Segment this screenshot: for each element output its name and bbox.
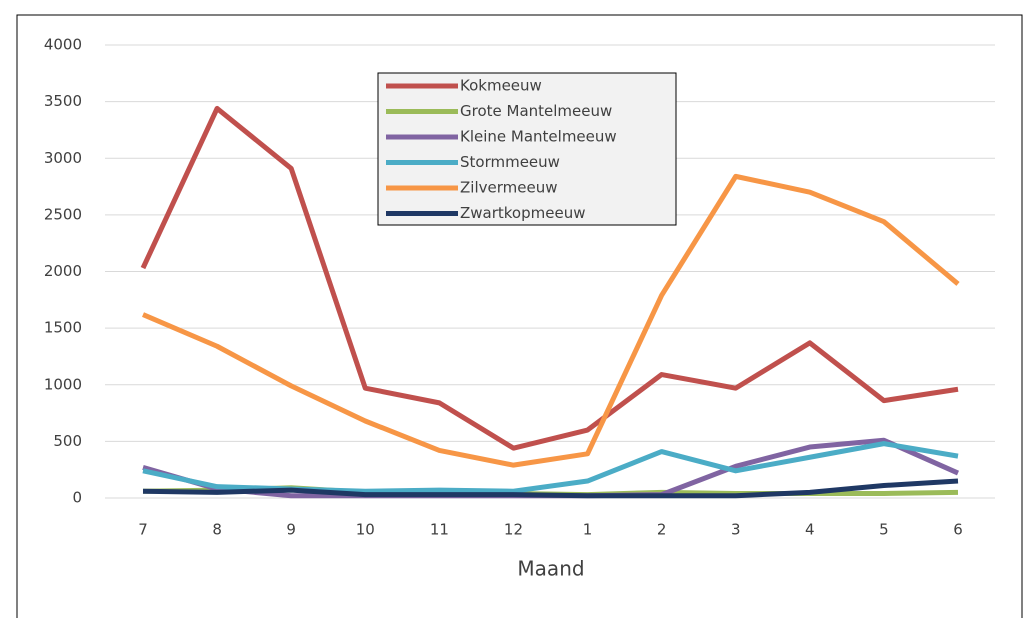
y-tick-label: 1000 <box>44 375 82 393</box>
x-tick-label: 9 <box>286 521 296 539</box>
y-tick-label: 2000 <box>44 262 82 280</box>
x-tick-label: 7 <box>138 521 148 539</box>
y-tick-label: 2500 <box>44 205 82 223</box>
x-tick-label: 8 <box>212 521 222 539</box>
x-tick-label: 11 <box>430 521 449 539</box>
series-line <box>142 478 959 499</box>
x-axis-label: Maand <box>517 557 584 581</box>
series-line <box>140 105 959 451</box>
x-tick-label: 1 <box>583 521 593 539</box>
legend-label: Zilvermeeuw <box>460 179 557 197</box>
legend-label: Zwartkopmeeuw <box>460 204 585 222</box>
x-tick-label: 6 <box>953 521 963 539</box>
x-tick-label: 2 <box>657 521 667 539</box>
legend-label: Stormmeeuw <box>460 153 560 171</box>
x-tick-label: 10 <box>356 521 375 539</box>
legend-label: Grote Mantelmeeuw <box>460 102 612 120</box>
legend-label: Kleine Mantelmeeuw <box>460 128 617 146</box>
x-tick-label: 3 <box>731 521 741 539</box>
x-tick-label: 4 <box>805 521 815 539</box>
y-tick-label: 3000 <box>44 149 82 167</box>
series-line <box>142 173 960 468</box>
y-tick-label: 4000 <box>44 36 82 54</box>
legend-box <box>377 72 677 226</box>
y-tick-label: 1500 <box>44 319 82 337</box>
y-tick-label: 3500 <box>44 92 82 110</box>
y-tick-label: 0 <box>72 489 82 507</box>
x-tick-label: 12 <box>504 521 523 539</box>
y-tick-label: 500 <box>53 432 82 450</box>
legend-label: Kokmeeuw <box>460 77 542 95</box>
x-tick-label: 5 <box>879 521 889 539</box>
